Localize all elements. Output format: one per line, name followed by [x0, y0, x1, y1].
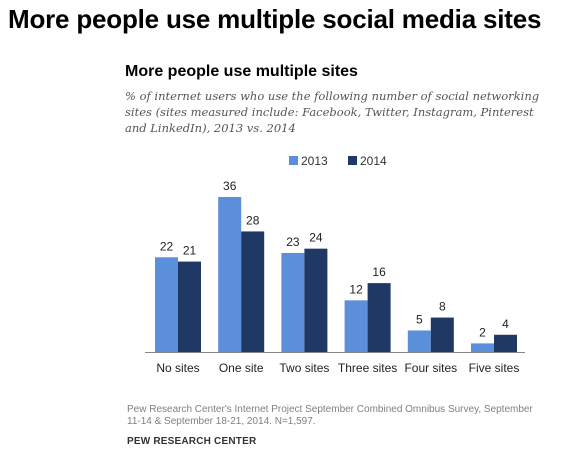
data-label-2013-5: 2	[479, 325, 486, 339]
data-label-2014-0: 21	[183, 244, 197, 258]
data-label-2013-3: 12	[349, 282, 363, 296]
legend-swatch-2014	[348, 156, 357, 165]
data-label-2014-3: 16	[372, 265, 386, 279]
data-label-2014-5: 4	[502, 317, 509, 331]
chart-title: More people use multiple sites	[125, 63, 358, 80]
legend-label-2013: 2013	[301, 154, 328, 168]
data-label-2014-4: 8	[439, 300, 446, 314]
category-label-2: Two sites	[279, 361, 329, 375]
data-label-2014-2: 24	[309, 231, 323, 245]
page-title: More people use multiple social media si…	[8, 4, 542, 34]
category-label-3: Three sites	[338, 361, 397, 375]
chart-subtitle: % of internet users who use the followin…	[125, 89, 540, 135]
bar-2014-2	[304, 248, 328, 352]
bar-2013-0	[155, 257, 178, 352]
category-label-4: Four sites	[404, 361, 457, 375]
bar-2013-3	[344, 300, 368, 352]
bar-2013-1	[218, 197, 242, 352]
data-label-2013-0: 22	[160, 239, 174, 253]
footer-credit: PEW RESEARCH CENTER	[127, 436, 257, 447]
data-label-2013-1: 36	[223, 179, 237, 193]
data-label-2013-4: 5	[416, 312, 423, 326]
bar-2013-4	[407, 330, 431, 352]
bar-2013-2	[281, 252, 305, 352]
bar-2013-5	[471, 343, 494, 352]
legend-swatch-2013	[289, 156, 298, 165]
bar-2014-4	[430, 317, 454, 352]
bar-2014-1	[241, 231, 265, 352]
data-label-2014-1: 28	[246, 213, 260, 227]
category-label-0: No sites	[156, 361, 199, 375]
bar-2014-0	[178, 261, 201, 352]
bar-2014-3	[367, 283, 391, 352]
bar-2014-5	[494, 334, 517, 352]
source-note: Pew Research Center's Internet Project S…	[127, 404, 533, 427]
data-label-2013-2: 23	[286, 235, 300, 249]
category-label-1: One site	[219, 361, 264, 375]
category-label-5: Five sites	[469, 361, 520, 375]
legend-label-2014: 2014	[360, 154, 387, 168]
